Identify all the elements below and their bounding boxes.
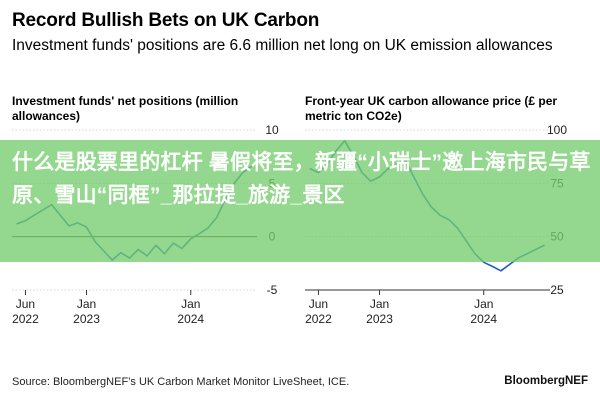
left-x-tick-label: 2022 (12, 312, 39, 326)
right-x-tick-label: 2022 (305, 312, 332, 326)
left-x-tick-label: 2024 (177, 312, 204, 326)
overlay-banner[interactable]: 什么是股票里的杠杆 暑假将至，新疆“小瑞士”邀上海市民与草原、雪山“同框”_那拉… (0, 140, 600, 262)
right-x-tick-label: 2023 (366, 312, 393, 326)
chart-subtitle: Investment funds' positions are 6.6 mill… (12, 37, 553, 54)
left-x-tick-label: Jun (16, 297, 35, 311)
right-y-tick-label: 100 (547, 123, 567, 137)
chart-title: Record Bullish Bets on UK Carbon (12, 10, 320, 31)
right-x-tick-label: Jun (309, 297, 328, 311)
left-y-tick-label: -5 (267, 283, 278, 297)
brand-logo: BloombergNEF (504, 375, 588, 387)
left-y-tick-label: 10 (265, 123, 279, 137)
left-x-tick-label: 2023 (73, 312, 100, 326)
left-panel-title: Investment funds' net positions (million… (12, 94, 239, 123)
right-x-tick-label: Jan (370, 297, 389, 311)
left-x-tick-label: Jan (77, 297, 96, 311)
right-panel-title: Front-year UK carbon allowance price (£ … (305, 94, 558, 123)
right-y-tick-label: 25 (550, 283, 564, 297)
overlay-text: 什么是股票里的杠杆 暑假将至，新疆“小瑞士”邀上海市民与草原、雪山“同框”_那拉… (12, 151, 591, 207)
right-x-tick-label: Jan (474, 297, 493, 311)
right-x-tick-label: 2024 (470, 312, 497, 326)
left-x-tick-label: Jan (181, 297, 200, 311)
source-note: Source: BloombergNEF’s UK Carbon Market … (12, 376, 350, 388)
